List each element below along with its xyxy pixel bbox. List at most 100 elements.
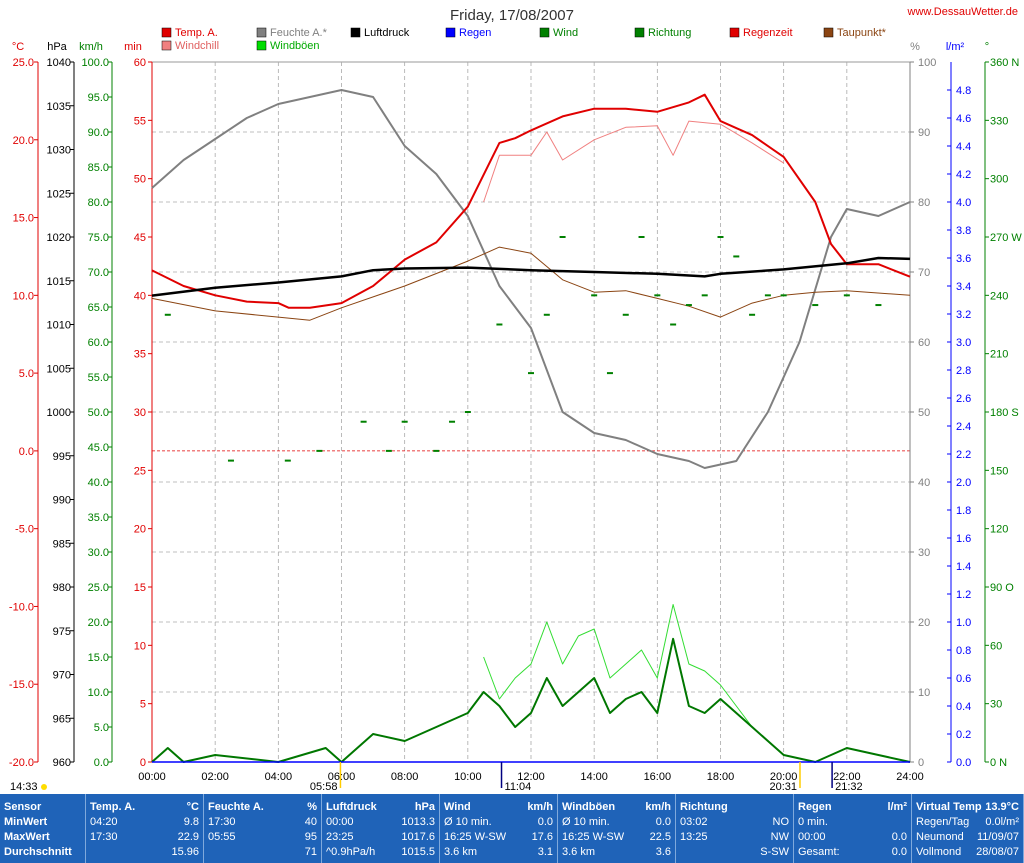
- rain-axis-label: 4.8: [956, 85, 971, 97]
- temp-axis-label: 10.0: [13, 290, 34, 302]
- richtung-point: [559, 236, 566, 238]
- rain-axis-label: 0.4: [956, 701, 971, 713]
- hpa-axis-label: 970: [53, 670, 71, 682]
- footer-cell-value: NW: [770, 831, 789, 843]
- footer-cell-label: Regen: [798, 801, 832, 813]
- footer-row: Neumond 11/09/07: [916, 830, 1019, 844]
- footer-cell-label: Sensor: [4, 801, 42, 813]
- temp-axis-label: -20.0: [9, 757, 34, 769]
- footer-row: Durchschnitt: [4, 845, 81, 859]
- legend-swatch: [256, 40, 267, 51]
- left-time-label: 14:33: [10, 781, 38, 793]
- time-axis-label: 10:00: [454, 771, 482, 783]
- footer-cell-value: 9.8: [183, 816, 199, 828]
- temp-axis-label: 25.0: [13, 57, 34, 69]
- legend-swatch: [539, 27, 550, 38]
- kmh-axis-label: 80.0: [88, 197, 109, 209]
- rain-axis-label: 1.6: [956, 533, 971, 545]
- rain-axis-label: 4.2: [956, 169, 971, 181]
- dir-axis-label: 270 W: [990, 232, 1022, 244]
- footer-cell-label: Feuchte A.: [208, 801, 264, 813]
- time-axis-label: 06:00: [328, 771, 356, 783]
- footer-cell-value: NO: [772, 816, 790, 828]
- footer-row: 3.6 km 3.6: [562, 845, 671, 859]
- footer-row: Ø 10 min. 0.0: [444, 815, 553, 829]
- footer-column: Windböen km/h Ø 10 min. 0.0 16:25 W-SW 22.5 3.…: [558, 794, 676, 863]
- legend-swatch: [634, 27, 645, 38]
- rain-axis-label: 0.8: [956, 645, 971, 657]
- footer-cell-value: 0.0: [891, 831, 907, 843]
- axis-unit-label: l/m²: [946, 41, 965, 53]
- footer-cell-value: 22.9: [177, 831, 199, 843]
- rain-axis-label: 2.4: [956, 421, 971, 433]
- rain-axis-label: 2.2: [956, 449, 971, 461]
- footer-cell-value: 22.5: [649, 831, 671, 843]
- footer-cell-value: km/h: [645, 801, 671, 813]
- axes: 25.0 20.0 15.0 10.0 5.0 0.0 -5.0 -10.0 -15.0 -20.…: [9, 57, 1022, 783]
- hpa-axis-label: 960: [53, 757, 71, 769]
- min-axis-label: 40: [134, 290, 146, 302]
- legend-label: Wind: [553, 27, 578, 39]
- dir-axis-label: 60: [990, 640, 1002, 652]
- footer-cell-value: 17.6: [531, 831, 553, 843]
- series-windboeen: [483, 604, 753, 728]
- rain-axis-label: 1.0: [956, 617, 971, 629]
- legend-swatch: [445, 27, 456, 38]
- kmh-axis-label: 95.0: [88, 92, 109, 104]
- pct-axis-label: 40: [918, 477, 930, 489]
- footer-row: 13:25 NW: [680, 830, 789, 844]
- rain-axis-label: 3.4: [956, 281, 971, 293]
- richtung-point: [528, 372, 534, 375]
- hpa-axis-label: 1035: [47, 101, 71, 113]
- richtung-point: [685, 304, 692, 307]
- axis-unit-label: °: [985, 41, 989, 53]
- footer-cell-label: MinWert: [4, 816, 48, 828]
- footer-cell-value: 0.0: [537, 816, 553, 828]
- temp-axis-label: 5.0: [19, 368, 34, 380]
- sunrise-label: 05:58: [310, 781, 338, 793]
- rain-axis-label: 4.6: [956, 113, 971, 125]
- axis-unit-label: hPa: [47, 41, 67, 53]
- rain-axis-label: 1.8: [956, 505, 971, 517]
- rain-axis-label: 4.4: [956, 141, 971, 153]
- hpa-axis-label: 985: [53, 538, 71, 550]
- pct-axis-label: 70: [918, 267, 930, 279]
- rain-axis-label: 3.8: [956, 225, 971, 237]
- footer-cell-value: 28/08/07: [976, 846, 1019, 858]
- rain-axis-label: 2.0: [956, 477, 971, 489]
- richtung-point: [638, 236, 645, 238]
- footer-cell-label: 05:55: [208, 831, 236, 843]
- hpa-axis-label: 1040: [47, 57, 71, 69]
- footer-row: MinWert: [4, 815, 81, 829]
- footer-cell-label: Richtung: [680, 801, 728, 813]
- richtung-point: [875, 304, 882, 307]
- footer-cell-label: 00:00: [326, 816, 354, 828]
- footer-cell-value: 11/09/07: [976, 831, 1019, 843]
- kmh-axis-label: 10.0: [88, 687, 109, 699]
- series-temp: [151, 93, 911, 309]
- series-luftdruck: [151, 256, 911, 297]
- time-axis-label: 20:00: [770, 771, 798, 783]
- kmh-axis-label: 55.0: [88, 372, 109, 384]
- min-axis-label: 30: [134, 407, 146, 419]
- kmh-axis-label: 35.0: [88, 512, 109, 524]
- min-axis-label: 20: [134, 524, 146, 536]
- min-axis-label: 35: [134, 349, 146, 361]
- legend-label: Regen: [459, 27, 491, 39]
- pct-axis-label: 10: [918, 687, 930, 699]
- site-link[interactable]: www.DessauWetter.de: [907, 6, 1018, 18]
- rain-axis-label: 3.0: [956, 337, 971, 349]
- event-markers: 14:33 05:58 11:04 20:31 21:32: [10, 762, 863, 793]
- footer-cell-label: 0 min.: [798, 816, 828, 828]
- footer-row: 15.96: [90, 845, 199, 859]
- temp-axis-label: 0.0: [19, 446, 34, 458]
- legend-label: Feuchte A.*: [270, 27, 328, 39]
- kmh-axis-label: 85.0: [88, 162, 109, 174]
- footer-column: Feuchte A.% 17:30 40 05:55 95 71: [204, 794, 322, 863]
- richtung-point: [401, 420, 408, 423]
- hpa-axis-label: 1010: [47, 320, 71, 332]
- min-axis-label: 55: [134, 115, 146, 127]
- footer-column: Luftdruck hPa 00:00 1013.3 23:25 1017.6 ^0.9hP…: [322, 794, 440, 863]
- footer-cell-label: MaxWert: [4, 831, 50, 843]
- axis-unit-label: %: [910, 41, 920, 53]
